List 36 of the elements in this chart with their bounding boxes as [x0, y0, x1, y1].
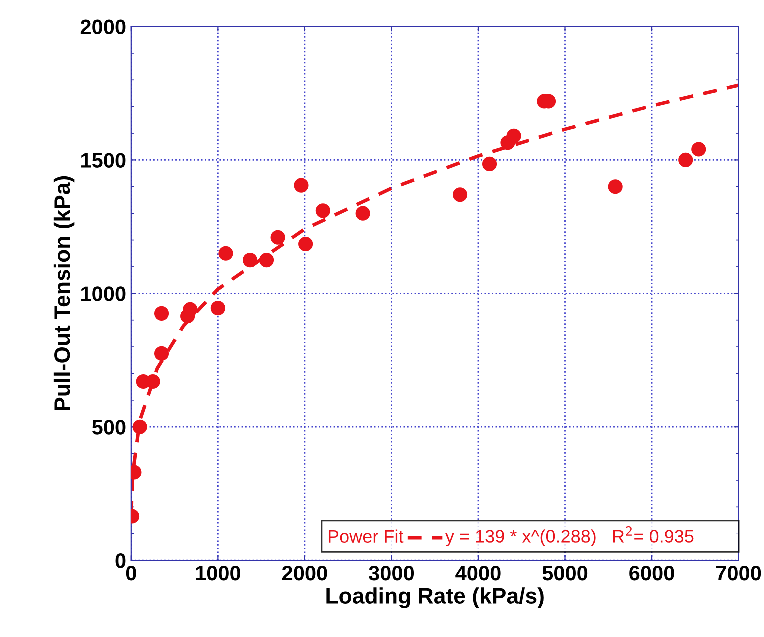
annotation: y = 139 * x^(0.288) R$^{2}$= 0.935 [445, 526, 694, 546]
point [482, 156, 498, 172]
x-tick-label: 4000 [456, 566, 501, 581]
point [294, 178, 309, 193]
x-tick-label: 7000 [716, 566, 762, 581]
point [506, 128, 522, 144]
x-tick-label: 3000 [369, 566, 414, 581]
point [154, 306, 170, 321]
y-tick-label: 0 [116, 554, 126, 568]
point [692, 142, 706, 157]
point [608, 180, 623, 194]
point [154, 346, 170, 361]
point [210, 301, 226, 316]
x-tick-label: 0 [126, 566, 136, 581]
x-tick-label: 6000 [630, 566, 674, 581]
point [259, 253, 274, 268]
y-tick-label: 2000 [80, 20, 126, 35]
x-tick-label: 2000 [282, 566, 328, 581]
point [242, 253, 258, 268]
y-tick-label: 500 [92, 420, 126, 435]
x-tick-label: 1000 [196, 566, 240, 581]
x-axis-title: Loading Rate (kPa/s) [326, 588, 544, 608]
point [316, 204, 330, 218]
point [218, 246, 234, 261]
point [183, 302, 198, 317]
point [298, 236, 314, 252]
y-tick-label: 1000 [82, 286, 126, 302]
y-axis-title: Pull-Out Tension (kPa) [54, 176, 75, 410]
point [452, 188, 468, 202]
x-tick-label: 5000 [542, 566, 588, 581]
point [678, 152, 694, 168]
y-tick-label: 1500 [82, 153, 126, 168]
legend-label: Power Fit [328, 530, 404, 544]
point [132, 420, 148, 434]
point [270, 230, 286, 245]
point [356, 206, 370, 221]
